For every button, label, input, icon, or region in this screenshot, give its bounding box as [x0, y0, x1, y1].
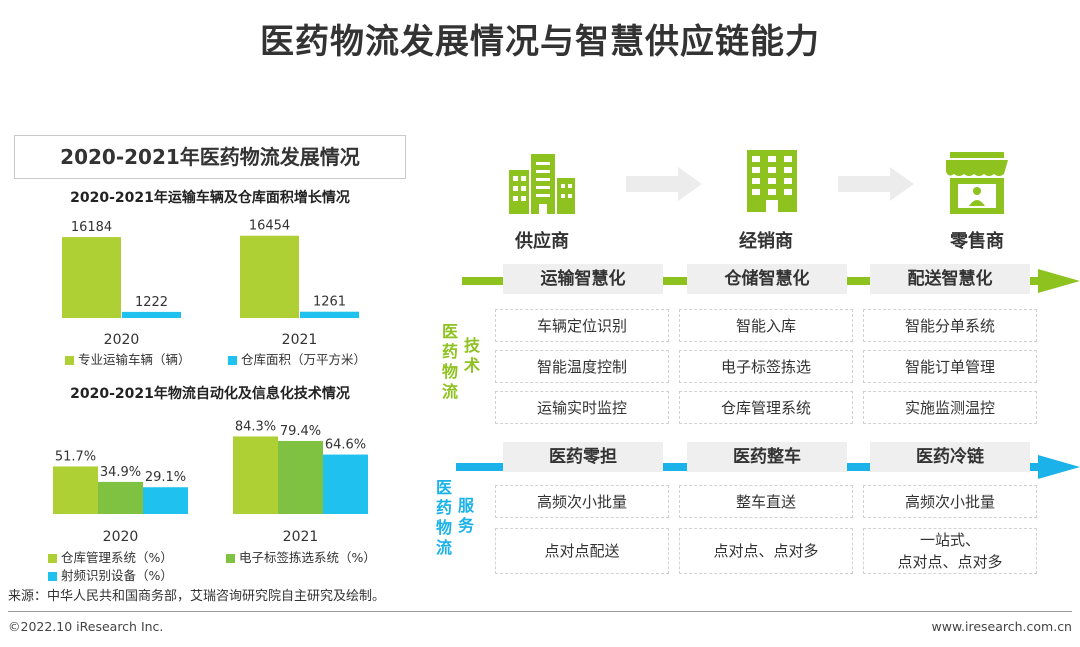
- service-cell: 点对点、点对多: [679, 528, 853, 574]
- service-header-coldchain: 医药冷链: [870, 442, 1030, 472]
- chart2: 51.7% 34.9% 29.1% 2020 84.3% 79.4% 64.6% 2021: [0, 403, 420, 546]
- tech-cell: 智能分单系统: [863, 309, 1037, 342]
- category-label: 2021: [282, 332, 318, 348]
- tech-cell: 仓库管理系统: [679, 391, 853, 424]
- chart1-legend-item-1: 专业运输车辆（辆）: [65, 349, 191, 368]
- service-cell: 点对点配送: [495, 528, 669, 574]
- chart1-title: 2020-2021年运输车辆及仓库面积增长情况: [70, 190, 350, 206]
- footer-copyright: ©2022.10 iResearch Inc.: [8, 619, 164, 634]
- tech-group-label-1: 医 药 物 流: [440, 322, 460, 402]
- legend-swatch: [226, 554, 235, 563]
- chart1-legend-item-2: 仓库面积（万平方米）: [228, 349, 366, 368]
- label-char: 物: [435, 518, 452, 537]
- chart2-title: 2020-2021年物流自动化及信息化技术情况: [70, 386, 350, 402]
- label-char: 务: [457, 516, 474, 535]
- data-label: 79.4%: [280, 424, 321, 439]
- bar-1-0: [240, 235, 299, 318]
- data-label: 1222: [135, 295, 168, 310]
- label-char: 服: [457, 496, 474, 515]
- tech-header-warehouse: 仓储智慧化: [687, 264, 847, 294]
- chart2-svg: 51.7% 34.9% 29.1% 2020 84.3% 79.4% 64.6% 2021: [53, 419, 368, 545]
- legend-swatch: [48, 554, 57, 563]
- tech-header-transport: 运输智慧化: [503, 264, 663, 294]
- chart2-legend-item-1: 仓库管理系统（%）: [48, 547, 173, 566]
- service-cell: 整车直送: [679, 485, 853, 518]
- label-char: 医: [441, 322, 458, 341]
- storefront-icon: [942, 150, 1012, 216]
- service-header-ltl: 医药零担: [503, 442, 663, 472]
- bar-0-1: [122, 311, 181, 318]
- arrow-right-icon: [838, 167, 914, 205]
- bar-0-0: [53, 466, 98, 514]
- service-cell: 一站式、 点对点、点对多: [863, 528, 1037, 574]
- stage-label-supplier: 供应商: [515, 231, 569, 252]
- legend-swatch: [48, 572, 57, 581]
- office-tower-icon: [737, 148, 807, 214]
- footer-divider: [8, 611, 1072, 612]
- bar-0-0: [62, 237, 121, 318]
- label-char: 流: [435, 538, 452, 557]
- data-label: 34.9%: [100, 465, 141, 480]
- legend-swatch: [228, 356, 237, 365]
- category-label: 2021: [283, 529, 319, 545]
- tech-cell: 智能温度控制: [495, 350, 669, 383]
- bar-1-0: [233, 436, 278, 514]
- label-char: 药: [435, 498, 452, 517]
- footer-url[interactable]: www.iresearch.com.cn: [931, 619, 1073, 634]
- data-label: 29.1%: [145, 470, 186, 485]
- page-title: 医药物流发展情况与智慧供应链能力: [260, 22, 820, 62]
- buildings-icon: [507, 150, 577, 216]
- data-label: 64.6%: [325, 438, 366, 453]
- tech-cell: 智能订单管理: [863, 350, 1037, 383]
- data-label: 16184: [71, 220, 112, 235]
- data-label: 51.7%: [55, 449, 96, 464]
- chart2-legend-item-3: 射频识别设备（%）: [48, 565, 173, 584]
- tech-group-label-2: 技 术: [462, 336, 482, 376]
- data-label: 1261: [313, 295, 346, 310]
- tech-cell: 运输实时监控: [495, 391, 669, 424]
- legend-label: 射频识别设备（%）: [61, 568, 173, 583]
- chart2-legend-item-2: 电子标签拣选系统（%）: [226, 547, 376, 566]
- service-cell: 高频次小批量: [863, 485, 1037, 518]
- bar-1-2: [323, 454, 368, 514]
- bar-1-1: [300, 311, 359, 318]
- label-char: 物: [441, 362, 458, 381]
- label-char: 医: [435, 478, 452, 497]
- data-label: 16454: [249, 219, 290, 234]
- legend-label: 仓库管理系统（%）: [61, 550, 173, 565]
- left-panel-title: 2020-2021年医药物流发展情况: [14, 135, 406, 179]
- legend-label: 仓库面积（万平方米）: [241, 352, 367, 367]
- service-group-label-2: 服 务: [456, 496, 476, 536]
- legend-label: 电子标签拣选系统（%）: [239, 550, 376, 565]
- service-cell: 高频次小批量: [495, 485, 669, 518]
- arrow-right-icon: [626, 167, 702, 205]
- stage-label-retailer: 零售商: [950, 231, 1004, 252]
- tech-header-delivery: 配送智慧化: [870, 264, 1030, 294]
- service-header-ftl: 医药整车: [687, 442, 847, 472]
- tech-cell: 车辆定位识别: [495, 309, 669, 342]
- chart1-svg: 16184 1222 2020 16454 1261 2021: [62, 219, 359, 348]
- label-char: 术: [463, 356, 480, 375]
- service-group-label-1: 医 药 物 流: [434, 478, 454, 558]
- label-char: 药: [441, 342, 458, 361]
- data-label: 84.3%: [235, 419, 276, 434]
- tech-cell: 实施监测温控: [863, 391, 1037, 424]
- tech-cell: 智能入库: [679, 309, 853, 342]
- bar-1-1: [278, 440, 323, 514]
- label-char: 流: [441, 382, 458, 401]
- chart1: 16184 1222 2020 16454 1261 2021: [0, 205, 420, 355]
- stage-label-distributor: 经销商: [739, 231, 793, 252]
- bar-0-1: [98, 481, 143, 514]
- category-label: 2020: [104, 332, 140, 348]
- legend-label: 专业运输车辆（辆）: [78, 352, 191, 367]
- source-note: 来源：中华人民共和国商务部，艾瑞咨询研究院自主研究及绘制。: [8, 589, 386, 604]
- legend-swatch: [65, 356, 74, 365]
- tech-cell: 电子标签拣选: [679, 350, 853, 383]
- category-label: 2020: [103, 529, 139, 545]
- label-char: 技: [463, 336, 480, 355]
- bar-0-2: [143, 487, 188, 514]
